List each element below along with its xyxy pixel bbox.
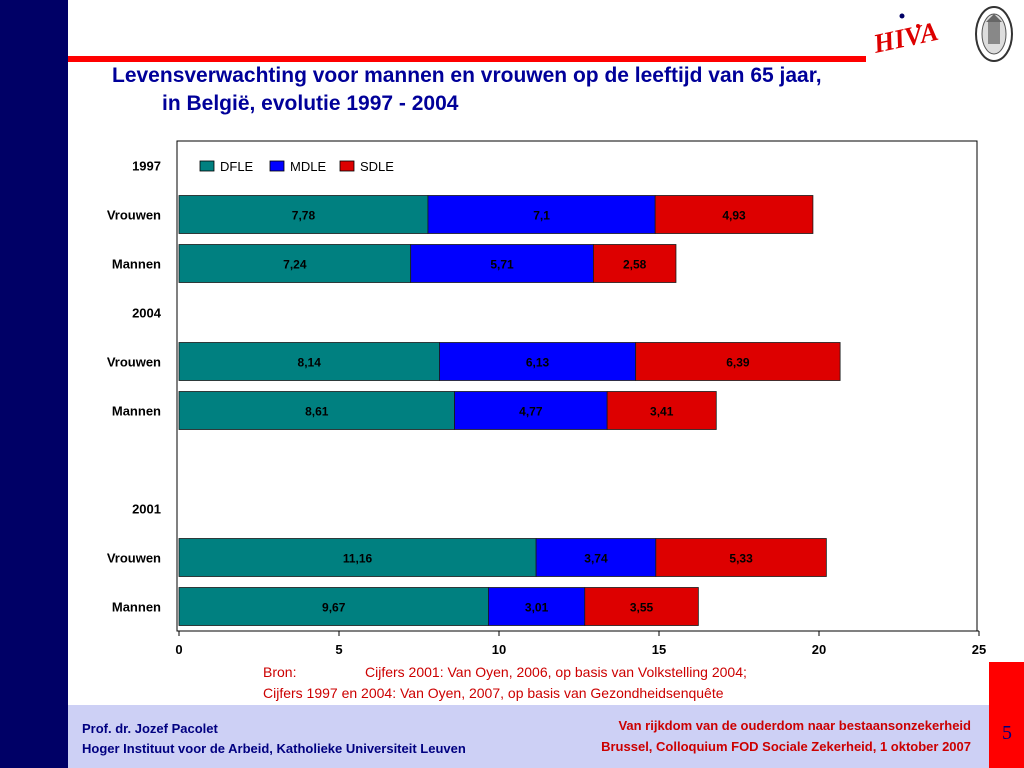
data-label: 8,61 [305, 405, 329, 419]
stacked-bar-chart: 1997 Vrouwen Mannen 2004 Vrouwen Mannen 2001 Vr… [107, 140, 986, 657]
bar-sdle [655, 538, 827, 577]
data-label: 5,71 [490, 258, 514, 272]
category-label: Vrouwen [107, 355, 161, 370]
legend-label: MDLE [290, 159, 326, 174]
data-label: 6,13 [526, 356, 550, 370]
bar-sdle [606, 391, 717, 430]
data-label: 9,67 [322, 601, 346, 615]
data-label: 7,78 [292, 209, 316, 223]
bar-sdle [654, 195, 814, 234]
legend-swatch-sdle [339, 160, 355, 172]
data-label: 3,01 [525, 601, 549, 615]
logo-area: HIVA [870, 6, 1013, 62]
bar-dfle [178, 244, 412, 283]
right-red-block [989, 662, 1024, 768]
footer-event-title: Van rijkdom van de ouderdom naar bestaan… [618, 718, 971, 733]
x-tick-label: 25 [972, 642, 986, 657]
data-label: 5,33 [729, 552, 753, 566]
left-side-band [0, 0, 68, 768]
hiva-logo-text: HIVA [870, 16, 941, 59]
logo-dot-icon-2 [916, 24, 920, 28]
legend-label: SDLE [360, 159, 394, 174]
category-label: 1997 [132, 159, 161, 174]
legend-swatch-mdle [269, 160, 285, 172]
footer-institute: Hoger Instituut voor de Arbeid, Katholie… [82, 741, 466, 756]
x-tick-label: 5 [335, 642, 342, 657]
bar-dfle [178, 342, 440, 381]
data-label: 3,55 [630, 601, 654, 615]
logo-dot-icon [899, 13, 905, 19]
source-line-1: Bron: Cijfers 2001: Van Oyen, 2006, op ba… [263, 662, 747, 683]
data-label: 4,77 [519, 405, 543, 419]
bar-dfle [178, 195, 429, 234]
top-red-rule [68, 56, 866, 62]
bar-mdle [410, 244, 594, 283]
category-label: Mannen [112, 600, 161, 615]
data-label: 4,93 [722, 209, 746, 223]
category-label: Vrouwen [107, 551, 161, 566]
bar-dfle [178, 587, 489, 626]
title-line-1: Levensverwachting voor mannen en vrouwen… [112, 64, 822, 87]
bar-sdle [592, 244, 677, 283]
data-label: 6,39 [726, 356, 750, 370]
x-tick-label: 0 [175, 642, 182, 657]
page-number: 5 [1002, 722, 1012, 744]
x-axis: 0 5 10 15 20 25 [175, 630, 986, 657]
data-label: 3,41 [650, 405, 674, 419]
data-label: 8,14 [298, 356, 322, 370]
source-note: Bron: Cijfers 2001: Van Oyen, 2006, op ba… [263, 662, 747, 704]
bar-dfle [178, 538, 537, 577]
bar-mdle [488, 587, 586, 626]
legend-label: DFLE [220, 159, 254, 174]
bar-mdle [535, 538, 657, 577]
data-label: 11,16 [343, 552, 373, 566]
category-label: Mannen [112, 404, 161, 419]
x-tick-label: 20 [812, 642, 826, 657]
legend-swatch-dfle [199, 160, 215, 172]
category-label: 2004 [132, 306, 162, 321]
title-line-2: in België, evolutie 1997 - 2004 [162, 92, 459, 115]
footer-author: Prof. dr. Jozef Pacolet [82, 721, 218, 736]
data-label: 2,58 [623, 258, 647, 272]
data-label: 7,1 [533, 209, 550, 223]
bar-sdle [635, 342, 841, 381]
university-seal-icon [975, 6, 1013, 62]
footer-right: Van rijkdom van de ouderdom naar bestaan… [601, 715, 971, 757]
data-label: 7,24 [283, 258, 307, 272]
x-tick-label: 15 [652, 642, 666, 657]
hiva-logo: HIVA [870, 13, 941, 59]
category-labels: 1997 Vrouwen Mannen 2004 Vrouwen Mannen 2001 Vr… [107, 159, 162, 615]
legend: DFLE MDLE SDLE [199, 159, 394, 174]
bar-sdle [584, 587, 699, 626]
slide-title: Levensverwachting voor mannen en vrouwen… [112, 62, 992, 118]
category-label: Vrouwen [107, 208, 161, 223]
data-label: 3,74 [584, 552, 608, 566]
source-text-1: Cijfers 2001: Van Oyen, 2006, op basis v… [365, 664, 747, 680]
footer-left: Prof. dr. Jozef Pacolet Hoger Instituut … [82, 719, 466, 759]
bar-mdle [454, 391, 608, 430]
bars: 7,78 7,1 4,93 7,24 5,71 2,58 8,14 6,13 6,39 8,61 4… [178, 195, 841, 626]
x-tick-label: 10 [492, 642, 506, 657]
footer-bar: Prof. dr. Jozef Pacolet Hoger Instituut … [68, 705, 989, 768]
source-text-2: Cijfers 1997 en 2004: Van Oyen, 2007, op… [263, 685, 724, 701]
category-label: 2001 [132, 502, 161, 517]
source-label: Bron: [263, 664, 297, 680]
footer-event-details: Brussel, Colloquium FOD Sociale Zekerhei… [601, 739, 971, 754]
category-label: Mannen [112, 257, 161, 272]
